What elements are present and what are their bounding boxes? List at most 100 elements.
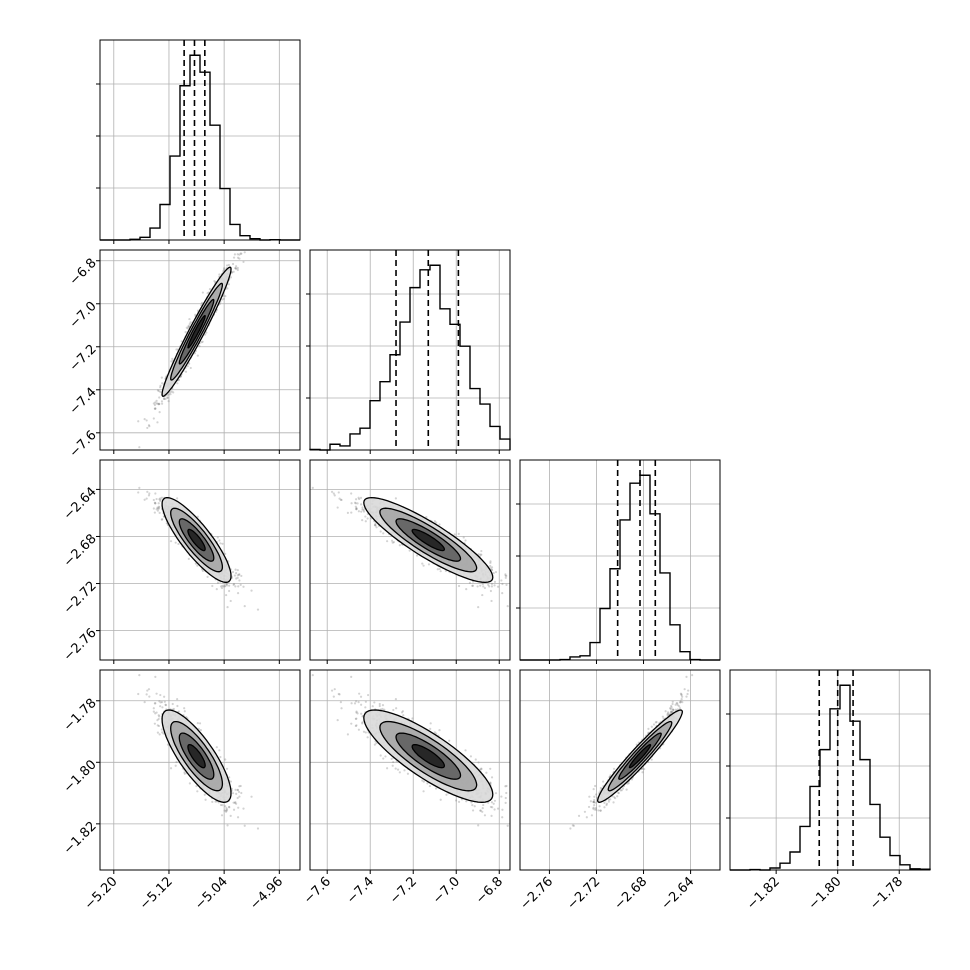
sample-point — [147, 688, 151, 691]
sample-point — [203, 793, 206, 796]
sample-point — [152, 402, 155, 405]
sample-point — [425, 516, 428, 519]
sample-point — [138, 673, 141, 677]
sample-point — [189, 321, 192, 324]
sample-point — [169, 540, 173, 543]
sample-point — [221, 584, 224, 587]
sample-point — [194, 562, 197, 565]
sample-point — [160, 376, 163, 379]
sample-point — [489, 564, 492, 568]
sample-point — [208, 288, 212, 291]
sample-point — [488, 585, 491, 588]
sample-point — [394, 497, 397, 500]
sample-point — [148, 695, 151, 698]
sample-point — [164, 704, 168, 707]
sample-point — [339, 498, 342, 501]
sample-point — [189, 366, 192, 370]
sample-point — [177, 542, 180, 546]
sample-point — [163, 397, 166, 400]
sample-point — [157, 714, 160, 717]
sample-point — [232, 801, 235, 804]
sample-point — [199, 728, 202, 732]
sample-point — [468, 581, 471, 584]
sample-point — [374, 522, 377, 525]
sample-point — [234, 267, 237, 270]
sample-point — [138, 486, 141, 489]
sample-point — [159, 384, 162, 387]
sample-point — [194, 313, 197, 316]
sample-point — [471, 584, 474, 587]
sample-point — [170, 360, 173, 363]
sample-point — [236, 266, 239, 270]
sample-point — [490, 566, 494, 569]
sample-point — [153, 702, 156, 705]
histogram-1 — [309, 264, 511, 451]
sample-point — [366, 517, 369, 520]
sample-point — [187, 325, 191, 328]
sample-point — [350, 492, 353, 495]
sample-point — [354, 505, 357, 508]
sample-point — [239, 583, 242, 586]
sample-point — [234, 266, 237, 270]
sample-point — [355, 508, 358, 511]
sample-point — [196, 564, 199, 567]
sample-point — [160, 518, 163, 521]
sample-point — [148, 425, 151, 428]
sample-point — [236, 574, 239, 577]
axes-frame — [729, 669, 931, 871]
sample-point — [242, 585, 245, 588]
sample-point — [204, 798, 207, 801]
sample-point — [471, 584, 474, 587]
sample-point — [159, 705, 162, 708]
sample-point — [198, 722, 202, 725]
sample-point — [172, 707, 175, 711]
sample-point — [225, 264, 229, 267]
sample-point — [364, 515, 367, 518]
sample-point — [340, 498, 343, 502]
sample-point — [228, 805, 231, 809]
sample-point — [415, 554, 419, 557]
sample-point — [236, 796, 239, 800]
sample-point — [154, 407, 157, 410]
sample-point — [489, 560, 492, 563]
sample-point — [228, 776, 231, 779]
sample-point — [232, 256, 236, 259]
sample-point — [228, 806, 231, 809]
sample-point — [137, 420, 140, 423]
sample-point — [235, 577, 238, 580]
sample-point — [156, 719, 159, 722]
sample-point — [186, 365, 189, 368]
sample-point — [152, 710, 155, 713]
sample-point — [235, 571, 238, 575]
sample-point — [457, 532, 460, 535]
sample-point — [160, 400, 164, 403]
sample-point — [236, 816, 240, 819]
sample-point — [494, 570, 498, 574]
sample-point — [145, 497, 148, 500]
sample-point — [171, 357, 174, 360]
sample-point — [158, 506, 161, 509]
sample-point — [353, 501, 357, 504]
sample-point — [166, 743, 170, 746]
sample-point — [201, 569, 204, 572]
sample-point — [185, 326, 188, 329]
sample-point — [172, 391, 175, 394]
sample-point — [350, 502, 353, 505]
sample-point — [354, 498, 358, 501]
sample-point — [220, 586, 224, 590]
sample-point — [480, 553, 483, 556]
sample-point — [237, 806, 240, 809]
sample-point — [234, 568, 237, 571]
sample-point — [235, 265, 238, 268]
axes-frame — [99, 459, 301, 661]
sample-point — [225, 810, 228, 813]
sample-point — [166, 396, 169, 399]
sample-point — [221, 804, 224, 807]
sample-point — [221, 298, 224, 301]
sample-point — [143, 418, 146, 421]
sample-point — [153, 511, 156, 514]
sample-point — [188, 362, 191, 365]
sample-point — [159, 497, 162, 500]
sample-point — [188, 782, 191, 785]
sample-point — [154, 492, 157, 495]
